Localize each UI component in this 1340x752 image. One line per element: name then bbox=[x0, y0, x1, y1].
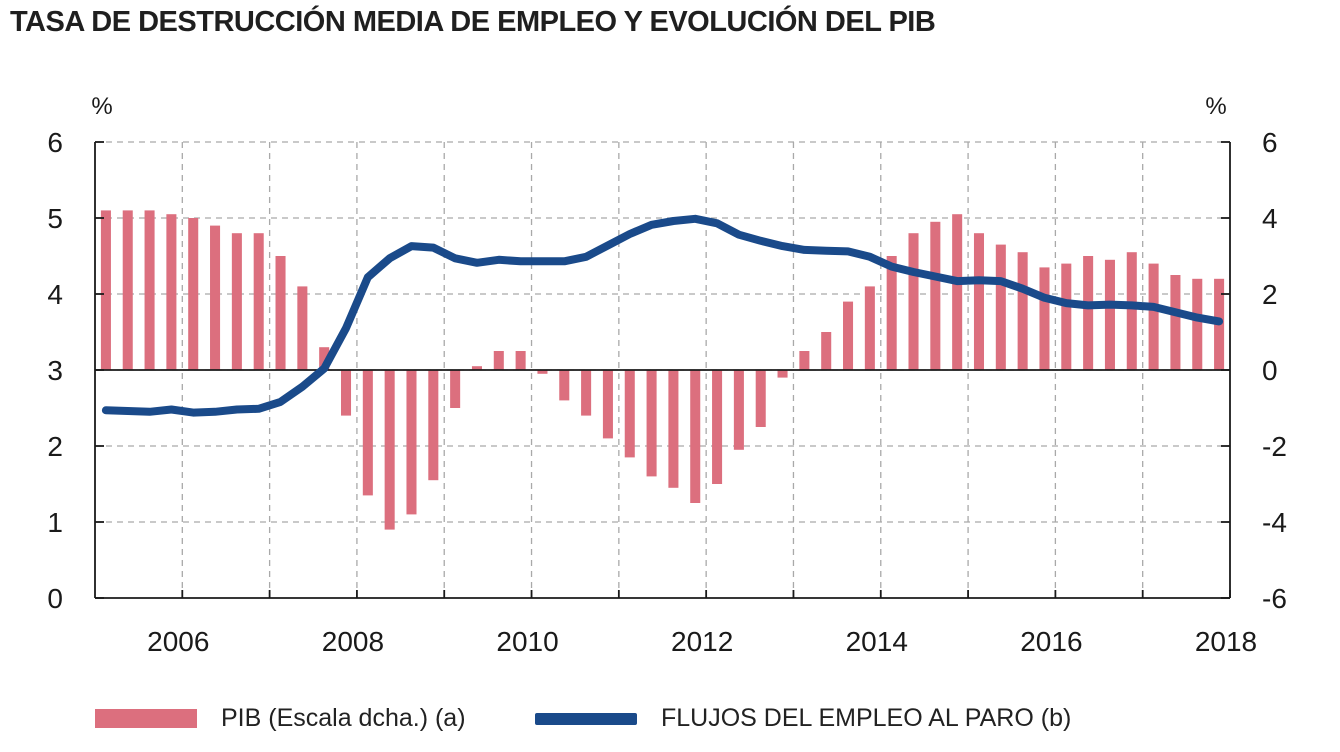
left-axis-unit: % bbox=[91, 93, 112, 120]
pib-bar bbox=[275, 256, 286, 370]
left-tick-label: 6 bbox=[47, 127, 63, 158]
right-tick-label: 4 bbox=[1262, 203, 1278, 234]
pib-bar bbox=[581, 370, 592, 416]
legend-swatch-flujos bbox=[535, 712, 637, 725]
left-tick-label: 3 bbox=[47, 355, 63, 386]
left-tick-label: 5 bbox=[47, 203, 63, 234]
chart-title: TASA DE DESTRUCCIÓN MEDIA DE EMPLEO Y EV… bbox=[10, 6, 936, 38]
right-tick-label: -6 bbox=[1262, 583, 1287, 614]
pib-bar bbox=[1126, 252, 1137, 370]
left-tick-label: 0 bbox=[47, 583, 63, 614]
pib-bar bbox=[122, 210, 133, 370]
pib-bar bbox=[799, 351, 810, 370]
pib-bar bbox=[319, 347, 330, 370]
pib-bar bbox=[100, 210, 111, 370]
legend-swatch-pib bbox=[95, 709, 197, 728]
pib-bar bbox=[624, 370, 635, 458]
pib-bar bbox=[537, 370, 548, 374]
pib-bar bbox=[297, 286, 308, 370]
pib-bar bbox=[144, 210, 155, 370]
pib-bar bbox=[755, 370, 766, 427]
pib-bar bbox=[712, 370, 723, 484]
pib-bar bbox=[253, 233, 264, 370]
pib-bar bbox=[210, 225, 221, 370]
pib-bar bbox=[668, 370, 679, 488]
legend-item-flujos[interactable]: FLUJOS DEL EMPLEO AL PARO (b) bbox=[535, 704, 1071, 733]
pib-bars bbox=[100, 210, 1225, 530]
pib-bar bbox=[384, 370, 395, 530]
right-tick-label: -4 bbox=[1262, 507, 1287, 538]
x-tick-label: 2006 bbox=[147, 626, 209, 657]
right-tick-label: 6 bbox=[1262, 127, 1278, 158]
right-axis-unit: % bbox=[1205, 93, 1226, 120]
x-tick-label: 2010 bbox=[496, 626, 558, 657]
pib-bar bbox=[864, 286, 875, 370]
left-tick-label: 4 bbox=[47, 279, 63, 310]
pib-bar bbox=[1192, 278, 1203, 370]
legend-item-pib[interactable]: PIB (Escala dcha.) (a) bbox=[95, 704, 466, 733]
right-tick-label: -2 bbox=[1262, 431, 1287, 462]
pib-bar bbox=[1170, 275, 1181, 370]
legend-label-flujos: FLUJOS DEL EMPLEO AL PARO (b) bbox=[661, 704, 1072, 732]
pib-bar bbox=[908, 233, 919, 370]
pib-bar bbox=[1148, 263, 1159, 370]
pib-bar bbox=[930, 221, 941, 370]
flujos-line-series bbox=[101, 214, 1224, 417]
pib-bar bbox=[1083, 256, 1094, 370]
x-tick-label: 2018 bbox=[1195, 626, 1257, 657]
pib-bar bbox=[690, 370, 701, 503]
flujos-line bbox=[101, 214, 1224, 417]
pib-bar bbox=[886, 256, 897, 370]
pib-bar bbox=[602, 370, 613, 439]
x-tick-label: 2016 bbox=[1020, 626, 1082, 657]
pib-bar bbox=[995, 244, 1006, 370]
pib-bar bbox=[515, 351, 526, 370]
pib-bar bbox=[340, 370, 352, 416]
pib-bar bbox=[777, 370, 788, 378]
pib-bar bbox=[166, 214, 177, 370]
pib-bar bbox=[973, 233, 985, 370]
pib-bar bbox=[406, 370, 417, 515]
chart-svg: 0 1 2 3 4 5 6 -6 -4 -2 0 2 4 6 2006 2008 2010 2012 2014 201… bbox=[47, 93, 1286, 657]
x-tick-label: 2014 bbox=[846, 626, 908, 657]
pib-bar bbox=[1039, 267, 1050, 370]
left-tick-label: 1 bbox=[47, 507, 63, 538]
pib-bar bbox=[733, 370, 744, 450]
pib-bar bbox=[559, 370, 570, 401]
pib-bar bbox=[450, 370, 461, 408]
left-tick-label: 2 bbox=[47, 431, 63, 462]
pib-bar bbox=[428, 370, 439, 481]
legend: PIB (Escala dcha.) (a) FLUJOS DEL EMPLEO… bbox=[0, 700, 1340, 744]
pib-bar bbox=[843, 301, 854, 370]
pib-bar bbox=[952, 214, 963, 370]
tick-labels: 0 1 2 3 4 5 6 -6 -4 -2 0 2 4 6 2006 2008 2010 2012 2014 201… bbox=[47, 93, 1286, 657]
x-tick-label: 2008 bbox=[322, 626, 384, 657]
pib-bar bbox=[493, 351, 504, 370]
pib-bar bbox=[821, 332, 832, 370]
pib-bar bbox=[362, 370, 373, 496]
legend-label-pib: PIB (Escala dcha.) (a) bbox=[221, 704, 466, 732]
pib-bar bbox=[231, 233, 242, 370]
pib-bar bbox=[1104, 259, 1115, 370]
pib-bar bbox=[646, 370, 657, 477]
axes bbox=[94, 141, 1231, 599]
pib-bar bbox=[188, 218, 199, 370]
right-tick-label: 2 bbox=[1262, 279, 1278, 310]
x-tick-label: 2012 bbox=[671, 626, 733, 657]
pib-bar bbox=[1061, 263, 1072, 370]
right-tick-label: 0 bbox=[1262, 355, 1278, 386]
pib-bar bbox=[471, 366, 482, 370]
pib-bar bbox=[1017, 252, 1028, 370]
